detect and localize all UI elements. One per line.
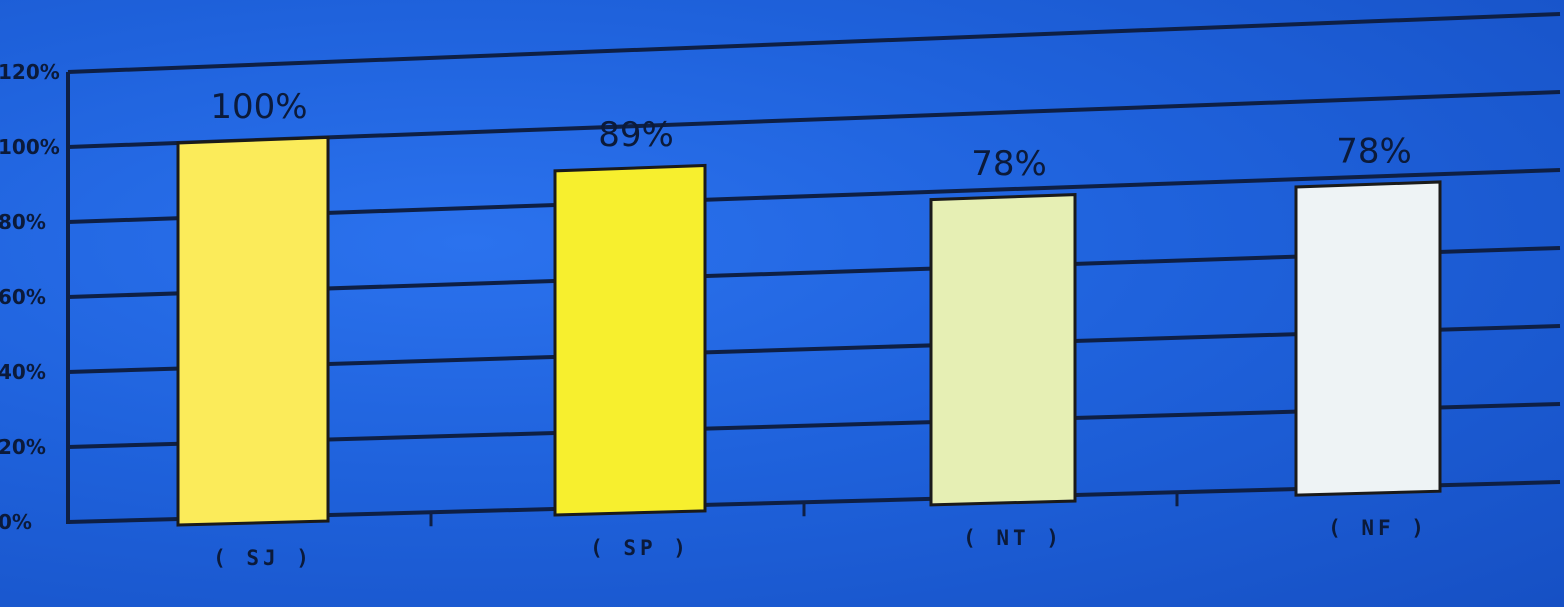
y-tick-label: 120% bbox=[0, 60, 60, 84]
category-label: ( SJ ) bbox=[213, 546, 313, 570]
bar-nt bbox=[929, 193, 1077, 507]
axis-layer bbox=[66, 72, 1179, 527]
category-label: ( NF ) bbox=[1328, 516, 1428, 540]
category-label: ( SP ) bbox=[590, 536, 690, 560]
y-tick-label: 20% bbox=[0, 435, 46, 459]
category-label: ( NT ) bbox=[963, 526, 1063, 550]
data-label: 89% bbox=[598, 115, 674, 155]
y-tick-label: 100% bbox=[0, 135, 60, 159]
y-tick-label: 0% bbox=[0, 510, 32, 534]
y-tick-label: 60% bbox=[0, 285, 46, 309]
gridline bbox=[67, 12, 1561, 74]
y-tick-label: 80% bbox=[0, 210, 46, 234]
data-label: 78% bbox=[971, 144, 1047, 184]
bar-sp bbox=[553, 163, 707, 517]
bar-layer bbox=[176, 135, 1442, 527]
bar-sj bbox=[176, 135, 330, 527]
label-layer: 0% 20% 40% 60% 80% 100% 120% 100% ( SJ ) 89% ( SP … bbox=[0, 60, 1428, 570]
data-label: 100% bbox=[210, 87, 307, 127]
y-tick-label: 40% bbox=[0, 360, 46, 384]
bar-nf bbox=[1294, 180, 1442, 497]
data-label: 78% bbox=[1336, 131, 1412, 171]
